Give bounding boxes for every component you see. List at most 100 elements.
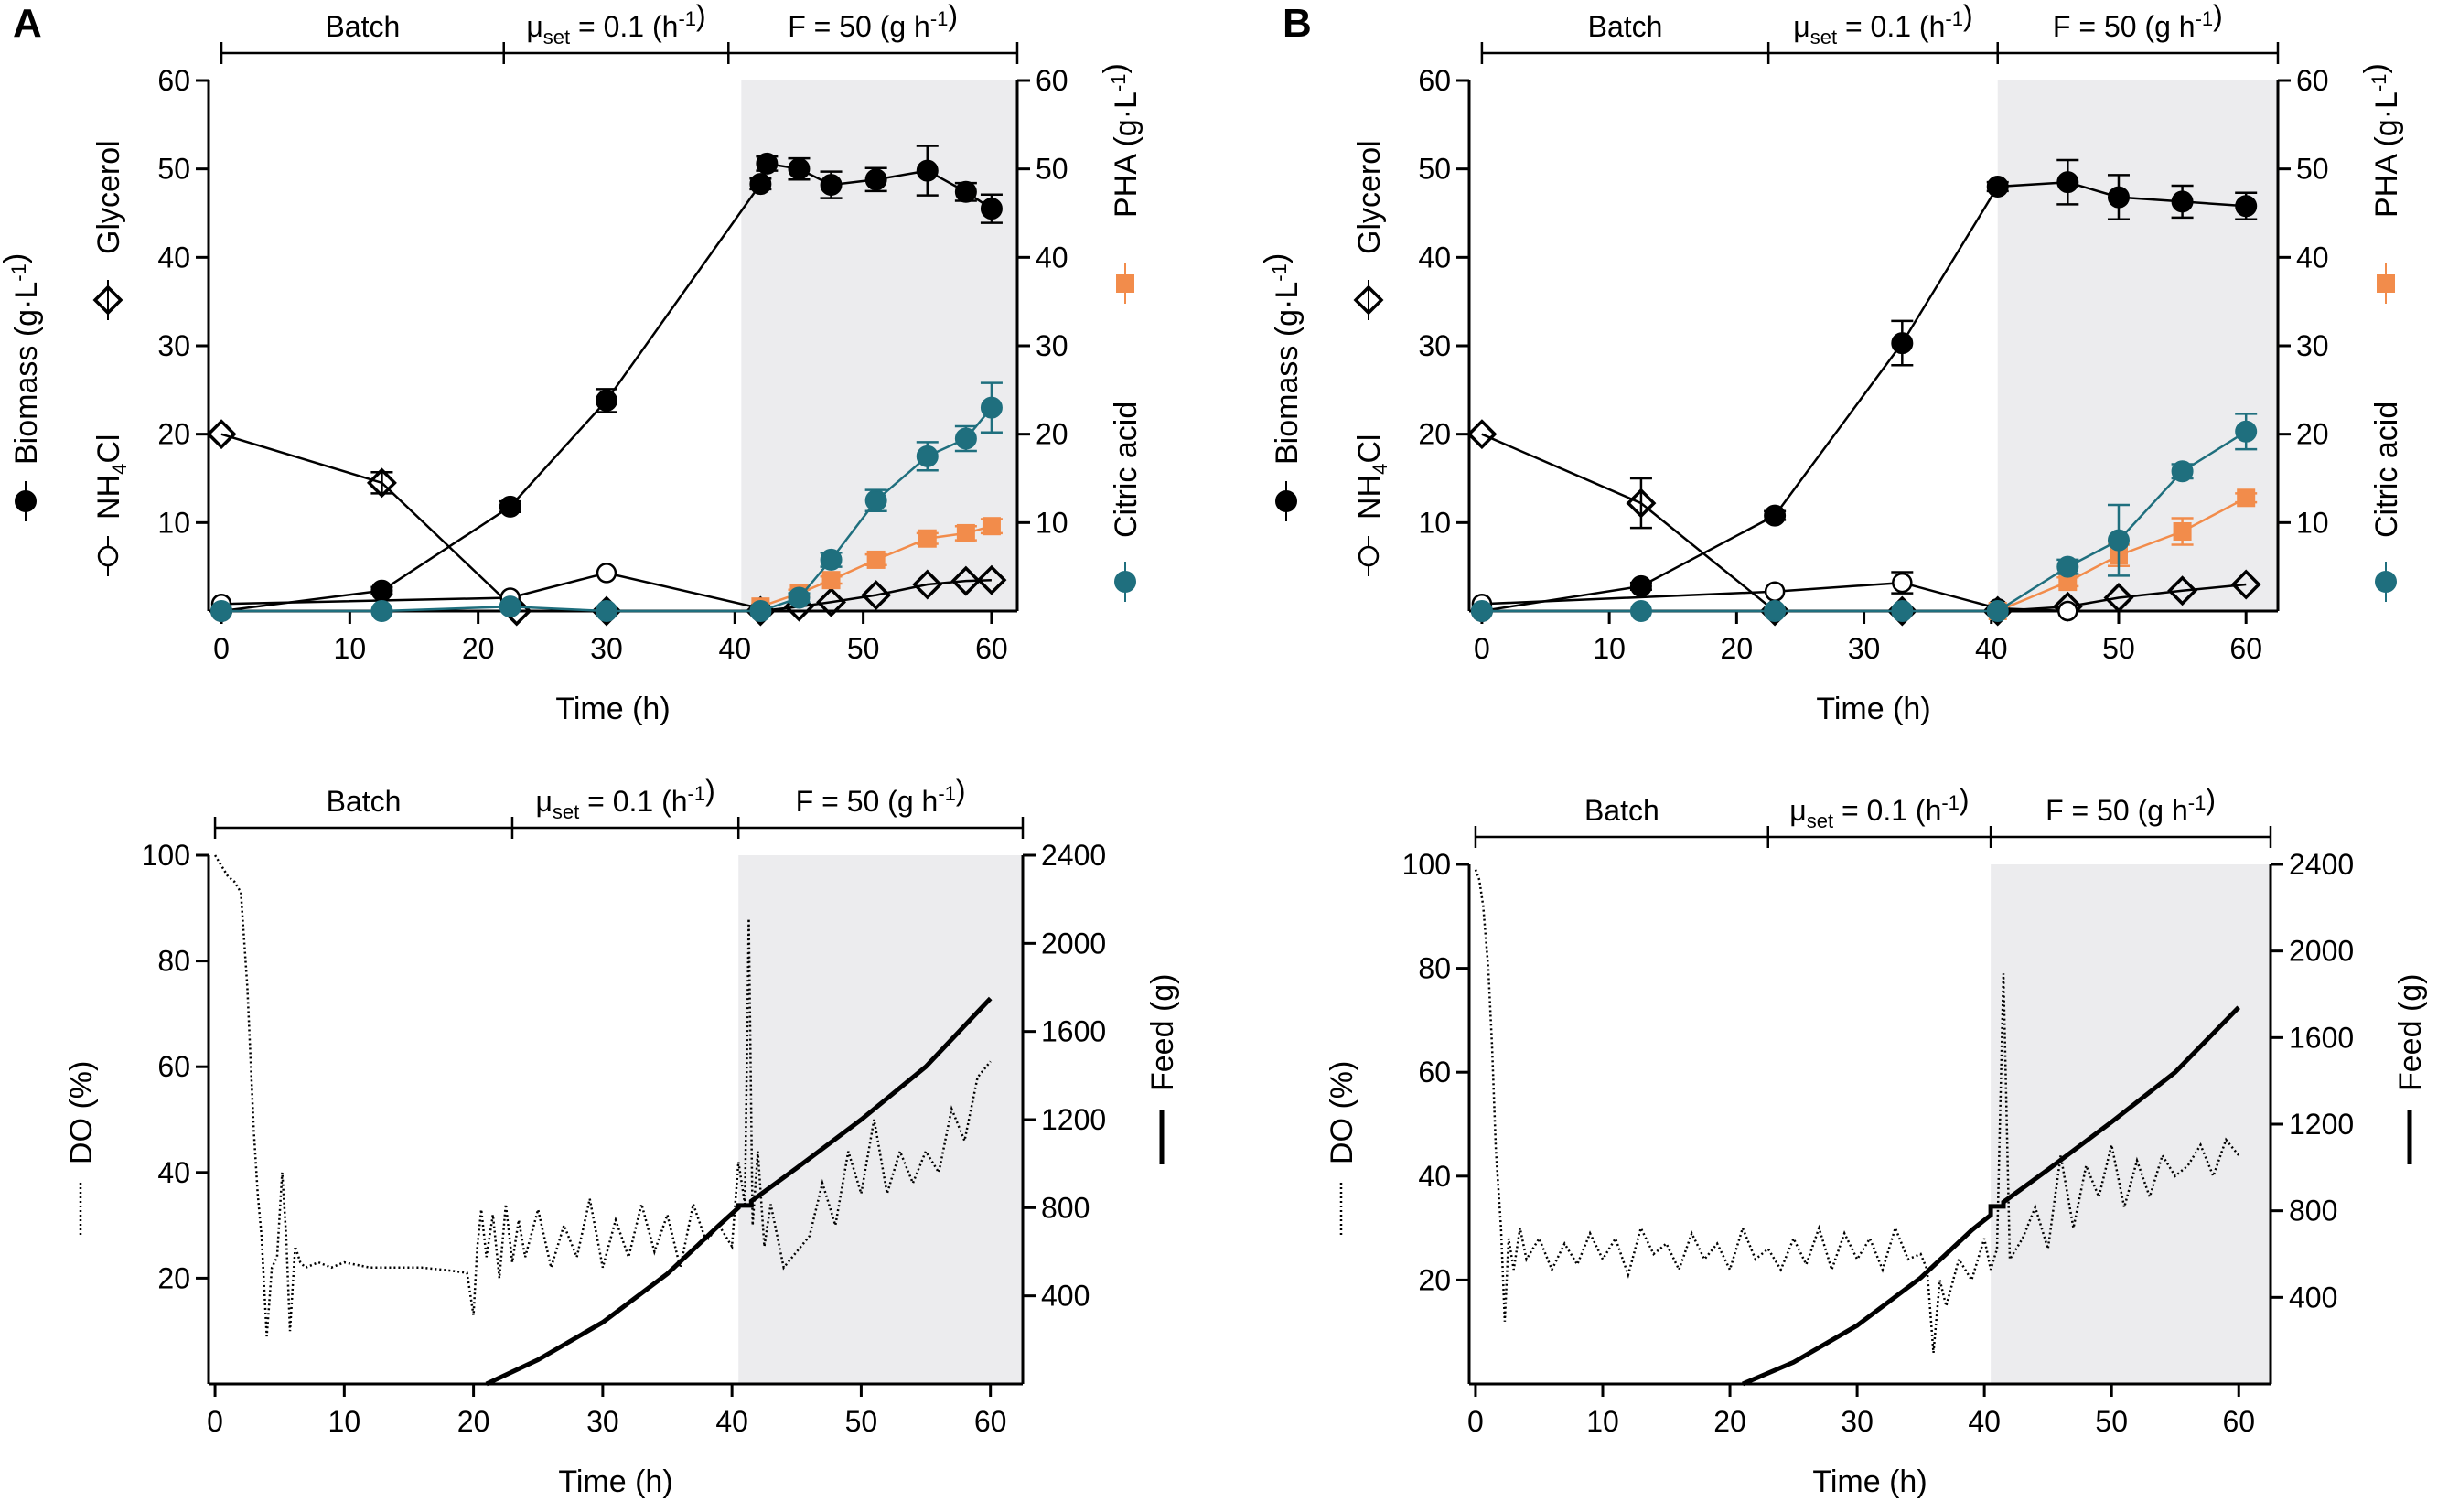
legend-marker-nh4cl xyxy=(97,545,119,567)
text-part: Cl xyxy=(1352,434,1387,464)
y2-tick-label-4: 2000 xyxy=(2289,935,2354,968)
y2-tick-label-3: 40 xyxy=(2296,241,2329,273)
data-point xyxy=(2107,186,2130,209)
text-part: ) xyxy=(2206,783,2216,816)
data-point xyxy=(1466,419,1498,450)
text-part: ) xyxy=(696,0,706,32)
y-tick-label-5: 60 xyxy=(1418,64,1451,97)
y-axis-title-glycerol: Glycerol xyxy=(91,140,126,254)
x-tick-label-2: 20 xyxy=(1721,632,1754,665)
series-line-0 xyxy=(1474,869,2240,1354)
y-tick-label-3: 80 xyxy=(1418,952,1451,985)
superscript: -1 xyxy=(688,782,706,805)
y-tick-label-5: 60 xyxy=(157,64,190,97)
text-part: F = 50 (g h xyxy=(796,785,939,818)
data-point xyxy=(366,467,397,499)
data-point xyxy=(1892,572,1913,594)
series-citric-acid xyxy=(210,381,1003,622)
x-tick-label-1: 10 xyxy=(1586,1405,1619,1438)
data-point xyxy=(1629,574,1652,597)
legend-marker-biomass xyxy=(15,490,37,512)
phase-label-1: μset = 0.1 (h-1) xyxy=(1793,0,1972,48)
y2-axis-title-feed: Feed (g) xyxy=(1145,974,1180,1092)
chart-A-bottom: Batch μset = 0.1 (h-1) F = 50 (g h-1)0 10 20… xyxy=(64,774,1180,1499)
data-point xyxy=(2171,190,2194,213)
x-tick-label-6: 60 xyxy=(974,1405,1007,1438)
data-point xyxy=(861,580,892,611)
data-point xyxy=(2235,420,2258,443)
series-line-1 xyxy=(485,996,993,1387)
data-point xyxy=(210,600,233,622)
data-point xyxy=(1986,176,2009,198)
x-tick-label-3: 30 xyxy=(586,1405,619,1438)
text-part: F = 50 (g h xyxy=(788,10,930,43)
data-point xyxy=(756,152,779,175)
text-part: F = 50 (g h xyxy=(2053,10,2196,43)
x-tick-label-5: 50 xyxy=(2095,1405,2128,1438)
data-point xyxy=(918,529,937,548)
y-tick-label-0: 10 xyxy=(1418,506,1451,539)
legend-marker-pha xyxy=(2377,274,2395,293)
series-line-0 xyxy=(214,854,992,1337)
data-point xyxy=(499,595,521,618)
data-point xyxy=(916,159,939,182)
series-nh4cl xyxy=(210,563,771,619)
data-point xyxy=(1626,488,1657,519)
shaded-region xyxy=(738,855,1023,1384)
x-tick-label-3: 30 xyxy=(1841,1405,1874,1438)
y2-tick-label-4: 50 xyxy=(1036,153,1068,186)
y2-tick-label-1: 800 xyxy=(1041,1191,1090,1224)
y2-tick-label-4: 2000 xyxy=(1041,927,1106,960)
text-part: ) xyxy=(1259,253,1294,263)
data-point xyxy=(1764,504,1787,527)
y-tick-label-3: 80 xyxy=(157,945,190,978)
y2-tick-label-0: 400 xyxy=(2289,1281,2337,1314)
phase-label-1: μset = 0.1 (h-1) xyxy=(526,0,705,48)
phase-text: = 0.1 (h-1) xyxy=(570,0,706,43)
data-point xyxy=(866,550,886,569)
y2-tick-label-3: 1600 xyxy=(2289,1021,2354,1054)
y2-tick-label-5: 60 xyxy=(1036,64,1068,97)
phase-mu: μ xyxy=(1789,794,1806,827)
data-point xyxy=(2058,573,2078,592)
data-point xyxy=(2173,522,2192,541)
data-point xyxy=(864,489,887,512)
text-part: F = 50 (g h xyxy=(2046,794,2188,827)
y-tick-label-3: 40 xyxy=(157,241,190,273)
text-part: ) xyxy=(1963,0,1973,32)
data-point xyxy=(821,571,841,590)
y2-axis-title-citric: Citric acid xyxy=(1109,402,1144,538)
text-part: ) xyxy=(705,774,715,807)
series-feed xyxy=(485,996,993,1387)
text-part: Biomass (g·L xyxy=(9,282,44,465)
y2-axis-title-citric: Citric acid xyxy=(2369,402,2404,538)
x-tick-label-1: 10 xyxy=(1593,632,1626,665)
data-point xyxy=(1764,600,1787,622)
y-tick-label-1: 40 xyxy=(157,1156,190,1189)
text-part: = 0.1 (h xyxy=(1833,794,1941,827)
data-point xyxy=(954,180,977,203)
phase-label-0: Batch xyxy=(1588,10,1663,43)
data-point xyxy=(912,569,943,600)
y-tick-label-2: 60 xyxy=(157,1050,190,1083)
phase-subscript: set xyxy=(543,26,570,48)
data-point xyxy=(1891,600,1914,622)
phase-text: = 0.1 (h-1) xyxy=(579,774,715,818)
y2-axis-title-feed: Feed (g) xyxy=(2393,974,2428,1092)
phase-subscript: set xyxy=(1810,26,1837,48)
data-point xyxy=(788,157,811,180)
superscript: -1 xyxy=(1107,73,1130,91)
y2-tick-label-0: 400 xyxy=(1041,1280,1090,1313)
superscript: -1 xyxy=(7,263,30,282)
shaded-region xyxy=(1991,864,2271,1384)
series-biomass xyxy=(210,145,1003,622)
text-part: PHA (g·L xyxy=(2369,91,2404,218)
x-tick-label-3: 30 xyxy=(590,632,623,665)
data-point xyxy=(1629,600,1652,622)
series-line-1 xyxy=(1742,1005,2240,1387)
y-axis-title-glycerol: Glycerol xyxy=(1352,140,1387,254)
legend-marker-glycerol xyxy=(92,284,123,316)
y2-tick-label-3: 40 xyxy=(1036,241,1068,273)
subscript: 4 xyxy=(108,464,131,475)
